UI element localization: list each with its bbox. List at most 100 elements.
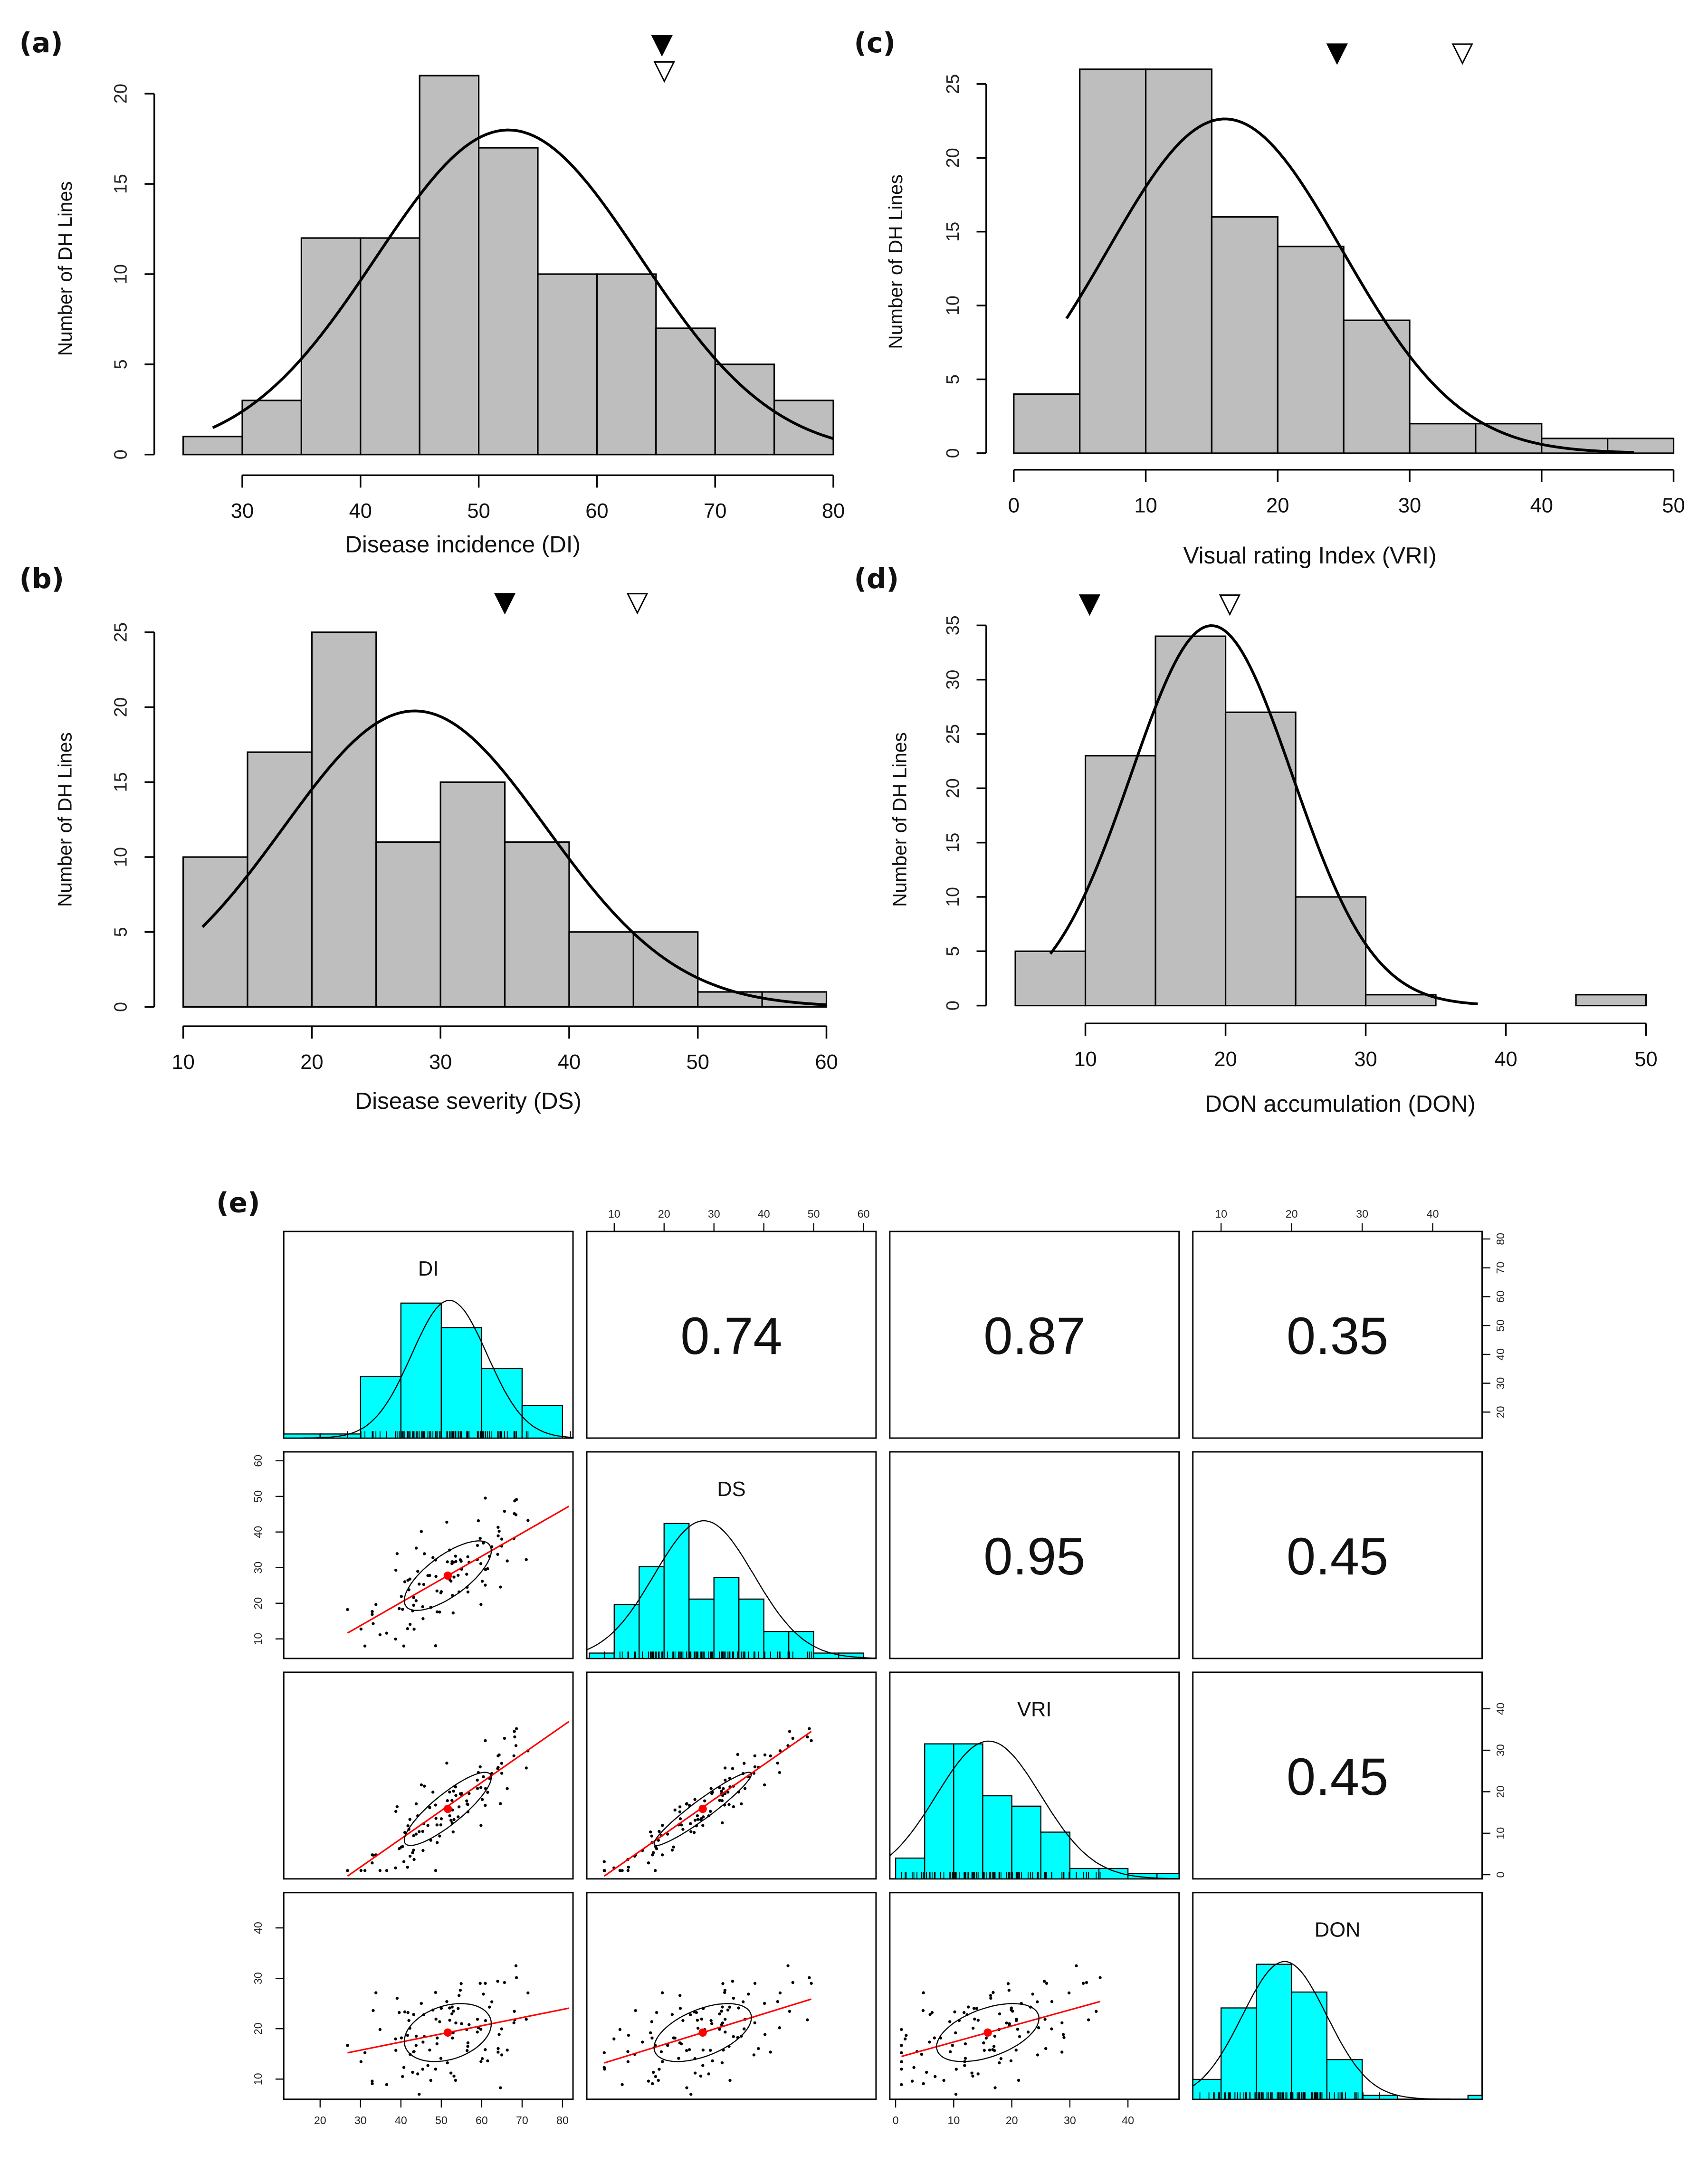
data-point <box>720 1799 724 1802</box>
data-point <box>479 1786 483 1789</box>
data-point <box>720 2061 724 2065</box>
data-point <box>457 1573 460 1577</box>
data-point <box>626 2060 630 2063</box>
cell-frame <box>586 1671 877 1880</box>
data-point <box>743 1787 747 1790</box>
data-point <box>479 1562 483 1565</box>
data-point <box>700 2017 704 2021</box>
data-point <box>500 1537 504 1541</box>
x-tick-label: 70 <box>704 500 726 523</box>
data-point <box>732 2035 735 2038</box>
data-point <box>953 2010 956 2014</box>
data-point <box>651 1853 654 1857</box>
data-point <box>431 1556 435 1559</box>
y-tick-label: 15 <box>943 222 963 242</box>
y-tick-label: 20 <box>943 148 963 168</box>
data-point <box>1036 2053 1040 2057</box>
data-point <box>806 1735 809 1739</box>
data-point <box>438 1611 441 1614</box>
data-point <box>678 1805 682 1809</box>
data-point <box>658 2068 661 2071</box>
histogram-bar <box>300 237 362 456</box>
histogram-bar <box>763 1630 790 1659</box>
right-axis-vri-label: 10 <box>1494 1827 1507 1840</box>
bottom-axis-di-label: 80 <box>556 2114 569 2126</box>
data-point <box>743 1762 746 1765</box>
data-point <box>778 2026 782 2030</box>
data-point <box>497 1753 501 1757</box>
data-point <box>900 2044 903 2047</box>
y-tick-label: 35 <box>943 615 963 635</box>
histogram-panel-vri: (c) 0 10 20 30 40 50 Visual rating Index (VRI) 0… <box>854 27 1685 569</box>
data-point <box>450 2005 454 2009</box>
data-point <box>707 2072 710 2076</box>
data-point <box>970 2071 973 2075</box>
data-point <box>654 1869 657 1872</box>
histogram-bar <box>182 436 243 456</box>
data-point <box>514 1744 518 1747</box>
data-point <box>434 1803 438 1807</box>
x-tick-label: 20 <box>1266 495 1289 517</box>
right-axis-di-label: 50 <box>1494 1319 1507 1332</box>
data-point <box>496 1534 500 1538</box>
data-point <box>402 1860 406 1863</box>
data-point <box>709 1787 713 1790</box>
data-point <box>434 1991 438 1994</box>
data-point <box>476 2018 479 2021</box>
data-point <box>434 2017 438 2021</box>
data-point <box>525 1766 528 1770</box>
x-tick-label: 60 <box>585 500 608 523</box>
data-point <box>989 1994 992 1997</box>
data-point <box>649 2031 652 2035</box>
data-point <box>732 1996 735 2000</box>
data-point <box>701 2064 705 2067</box>
normal-curve <box>212 128 834 440</box>
data-point <box>503 1736 506 1740</box>
data-point <box>788 2010 792 2013</box>
data-point <box>808 1976 811 1979</box>
y-axis-title: Number of DH Lines <box>54 181 76 356</box>
data-point <box>359 2060 363 2063</box>
data-point <box>677 2057 680 2060</box>
data-point <box>721 1982 725 1985</box>
correlation-ellipse <box>935 2003 1040 2062</box>
y-tick-label: 25 <box>111 622 131 642</box>
data-point <box>450 2012 454 2016</box>
histogram-bar <box>1291 1991 1328 2100</box>
histogram-bar <box>521 1404 563 1439</box>
data-point <box>693 1819 697 1822</box>
data-point <box>402 1644 406 1648</box>
data-point <box>731 1767 735 1770</box>
data-point <box>484 2019 487 2022</box>
cell-frame <box>1192 1451 1483 1659</box>
data-point <box>769 2050 772 2054</box>
x-tick-label: 50 <box>1662 495 1685 517</box>
data-point <box>395 1552 399 1555</box>
data-point <box>434 1644 438 1648</box>
x-tick-label: 30 <box>429 1051 452 1074</box>
scatter-cell <box>283 1451 574 1659</box>
x-tick-label: 30 <box>231 500 254 523</box>
top-axis-don-label: 10 <box>1215 1208 1227 1220</box>
data-point <box>408 1622 412 1626</box>
correlation-cell: 0.74 <box>586 1230 877 1439</box>
data-point <box>998 2061 1001 2065</box>
data-point <box>439 2057 443 2060</box>
bottom-axis-vri-label: 10 <box>947 2114 960 2126</box>
right-axis-di-label: 60 <box>1494 1290 1507 1303</box>
data-point <box>678 1810 682 1813</box>
data-point <box>1085 1981 1088 1984</box>
data-point <box>678 1994 682 1997</box>
data-point <box>484 1803 487 1807</box>
data-point <box>769 1754 772 1758</box>
x-tick-label: 40 <box>1494 1048 1517 1071</box>
data-point <box>618 2028 622 2031</box>
data-point <box>403 1831 407 1834</box>
data-point <box>449 2071 453 2075</box>
bottom-axis-di-label: 20 <box>314 2114 326 2126</box>
data-point <box>429 1839 432 1842</box>
data-point <box>685 2049 688 2052</box>
y-axis-title: Number of DH Lines <box>885 174 906 349</box>
data-point <box>412 2013 415 2016</box>
data-point <box>484 1739 487 1743</box>
